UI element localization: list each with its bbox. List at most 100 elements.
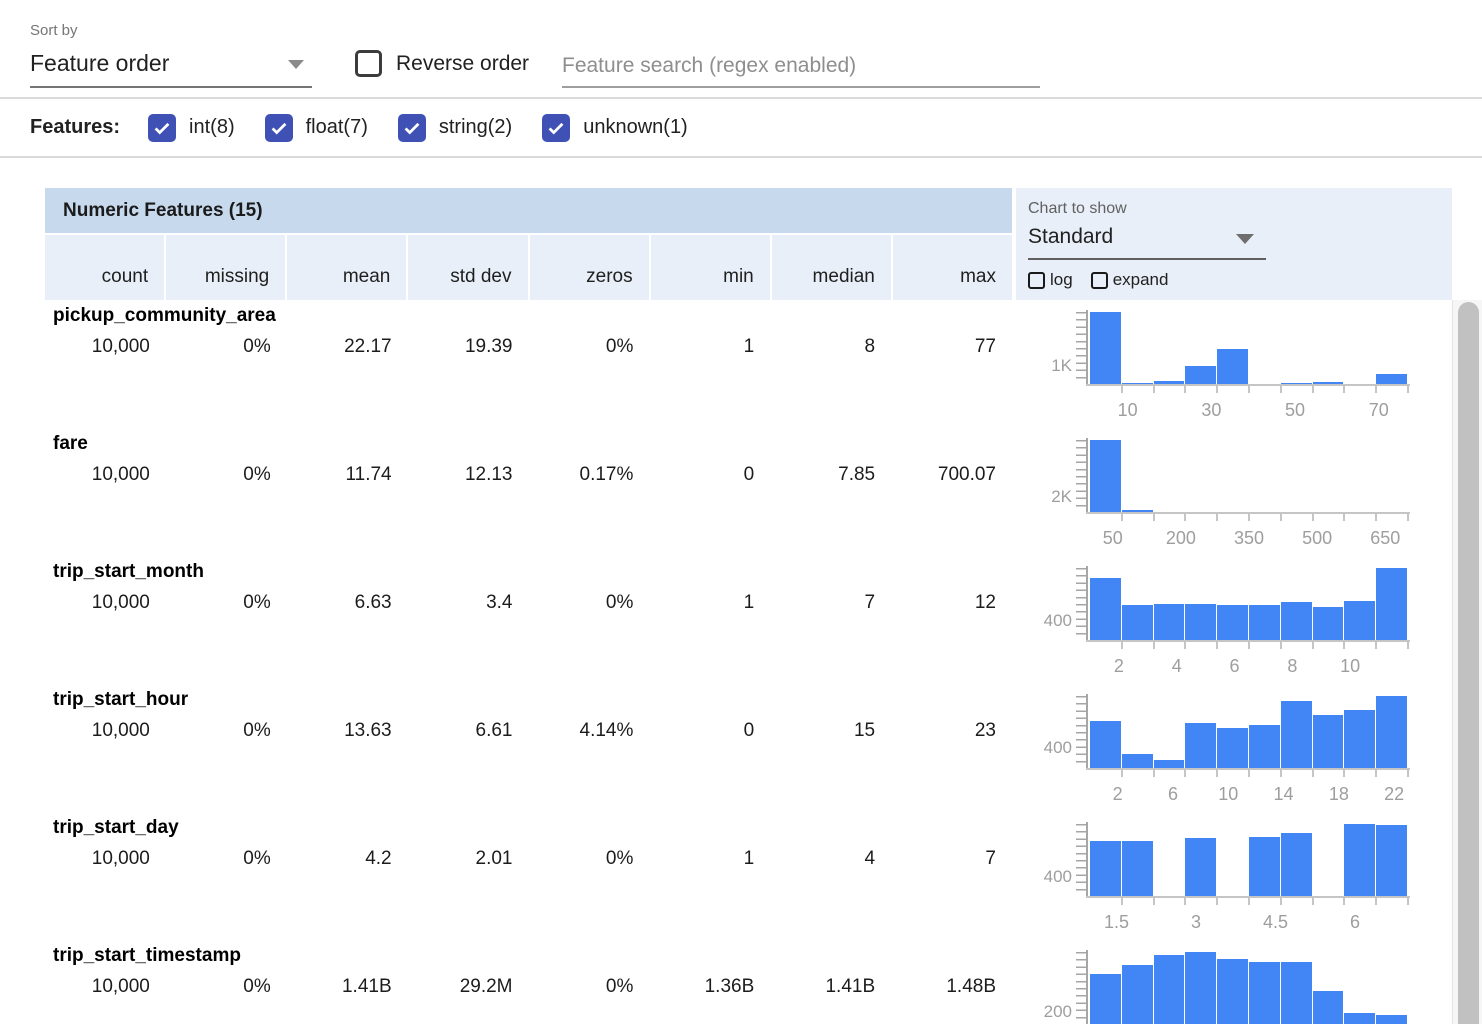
table-title: Numeric Features (15): [45, 188, 1012, 233]
x-axis-label: 2: [1113, 656, 1124, 676]
histogram-bar: [1344, 1013, 1376, 1024]
stat-value-zeros: 0%: [605, 592, 634, 613]
x-axis-tick: [1343, 642, 1346, 649]
histogram-bars: [1090, 312, 1408, 384]
histogram-bar: [1280, 701, 1312, 768]
x-axis-tick: [1152, 898, 1155, 905]
histogram-chart: 1K 10 30 50 70: [1016, 300, 1452, 428]
y-axis-label: 2K: [1051, 487, 1072, 507]
stat-value-max: 23: [974, 720, 996, 741]
stat-value-count: 10,000: [91, 336, 150, 357]
column-header-zeros: zeros: [527, 235, 649, 300]
stat-value-std-dev: 19.39: [464, 336, 513, 357]
x-axis-tick: [1216, 770, 1219, 777]
reverse-order-checkbox[interactable]: Reverse order: [355, 50, 529, 77]
feature-name: trip_start_timestamp: [53, 945, 241, 966]
x-axis-tick: [1279, 386, 1282, 393]
expand-checkbox[interactable]: expand: [1090, 270, 1168, 290]
x-axis-label: 8: [1287, 656, 1298, 676]
scrollbar-thumb[interactable]: [1458, 302, 1479, 1024]
feature-name: fare: [53, 433, 88, 454]
x-axis-tick: [1343, 770, 1346, 777]
stat-values-row: 10,000 0% 1.41B 29.2M 0% 1.36B 1.41B 1.48B: [45, 976, 1012, 998]
x-axis-tick: [1407, 514, 1409, 521]
feature-row: pickup_community_area 10,000 0% 22.17 19.39 0…: [0, 300, 1482, 428]
histogram-bar: [1185, 366, 1217, 384]
histogram-bar: [1153, 381, 1185, 384]
histogram-bar: [1217, 349, 1248, 384]
x-axis-tick: [1152, 386, 1155, 393]
histogram-bar: [1121, 510, 1153, 512]
stat-value-count: 10,000: [91, 592, 150, 613]
scrollbar-track[interactable]: [1452, 300, 1482, 1024]
feature-name: trip_start_hour: [53, 689, 189, 710]
filter-checkbox-float[interactable]: float(7): [264, 113, 368, 142]
y-axis-line: [1086, 694, 1088, 770]
filter-checkbox-int[interactable]: int(8): [148, 113, 235, 142]
x-axis-tick: [1248, 642, 1250, 649]
stat-values-row: 10,000 0% 4.2 2.01 0% 1 4 7: [45, 848, 1012, 870]
x-axis-tick: [1311, 642, 1314, 649]
x-axis-label: 6: [1167, 784, 1178, 804]
x-axis-tick: [1375, 770, 1378, 777]
stat-value-std-dev: 3.4: [486, 592, 513, 613]
x-axis-tick: [1248, 386, 1250, 393]
filter-checkbox-string[interactable]: string(2): [397, 113, 512, 142]
x-axis-label: 50: [1285, 400, 1306, 420]
chart-to-show-select[interactable]: Standard: [1028, 222, 1266, 260]
histogram-bar: [1121, 965, 1153, 1024]
histogram-bar: [1280, 833, 1312, 896]
stat-value-min: 1: [743, 592, 755, 613]
histogram-bar: [1312, 382, 1344, 384]
stat-value-zeros: 0%: [605, 336, 634, 357]
histogram-bar: [1121, 754, 1153, 768]
log-checkbox[interactable]: log: [1028, 270, 1073, 290]
stat-value-max: 1.48B: [946, 976, 996, 997]
y-axis-ticks: [1076, 696, 1088, 768]
histogram-bar: [1376, 568, 1407, 640]
x-axis-label: 650: [1370, 528, 1401, 548]
feature-search-input[interactable]: [562, 46, 1040, 88]
stat-value-mean: 13.63: [344, 720, 392, 741]
histogram-bar: [1376, 1015, 1407, 1024]
histogram-bar: [1248, 962, 1280, 1024]
x-axis-label: 14: [1273, 784, 1294, 804]
sort-by-value: Feature order: [30, 50, 170, 76]
x-axis-tick: [1184, 386, 1187, 393]
histogram-bar: [1280, 383, 1312, 384]
histogram-bars: [1090, 824, 1408, 896]
stat-value-count: 10,000: [91, 720, 150, 741]
y-axis-line: [1086, 310, 1088, 386]
histogram-bar: [1090, 312, 1121, 384]
x-axis-tick: [1311, 898, 1314, 905]
stat-value-median: 1.41B: [825, 976, 876, 997]
histogram-bar: [1280, 962, 1312, 1024]
x-axis-tick: [1120, 514, 1123, 521]
filter-checkbox-unknown[interactable]: unknown(1): [542, 113, 688, 142]
filter-label-float: float(7): [305, 116, 368, 138]
x-axis-label: 10: [1117, 400, 1138, 420]
x-axis-tick: [1152, 642, 1155, 649]
stat-value-mean: 1.41B: [341, 976, 392, 997]
feature-name: trip_start_month: [53, 561, 204, 582]
stat-value-zeros: 0%: [605, 848, 634, 869]
feature-name: trip_start_day: [53, 817, 179, 838]
stat-value-mean: 6.63: [354, 592, 392, 613]
chart-panel-header: Chart to show Standard log expand: [1016, 188, 1452, 300]
histogram-bar: [1312, 991, 1344, 1024]
column-header-std-dev: std dev: [406, 235, 527, 300]
stat-values-row: 10,000 0% 13.63 6.61 4.14% 0 15 23: [45, 720, 1012, 742]
filterbar-divider: [0, 156, 1482, 158]
y-axis-label: 400: [1043, 610, 1072, 630]
feature-rows: pickup_community_area 10,000 0% 22.17 19.39 0…: [0, 300, 1482, 1024]
x-axis-tick: [1375, 642, 1378, 649]
stat-values-row: 10,000 0% 22.17 19.39 0% 1 8 77: [45, 336, 1012, 358]
x-axis-label: 10: [1218, 784, 1239, 804]
feature-row: trip_start_hour 10,000 0% 13.63 6.61 4.14% 0 15…: [0, 684, 1482, 812]
histogram-bar: [1185, 838, 1217, 896]
histogram-bar: [1090, 440, 1121, 512]
check-icon: [397, 113, 426, 142]
column-header-missing: missing: [164, 235, 285, 300]
stat-value-missing: 0%: [243, 464, 271, 485]
sort-by-select[interactable]: Feature order: [30, 46, 312, 88]
